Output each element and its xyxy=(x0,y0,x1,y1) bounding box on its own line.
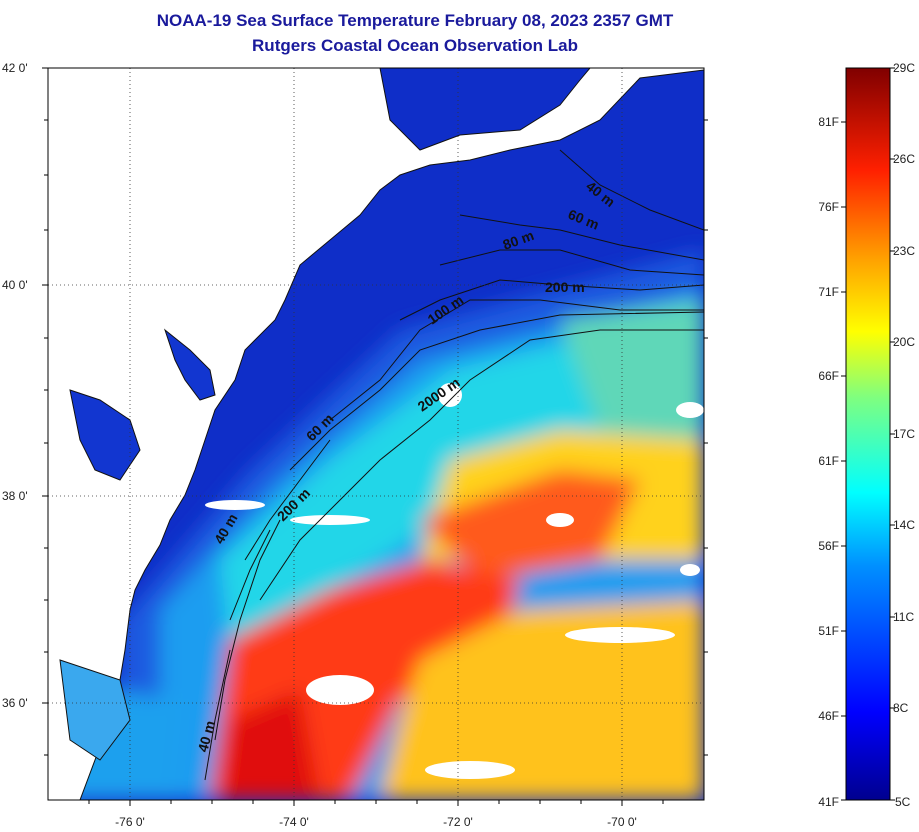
colorbar-f-41: 41F xyxy=(818,795,839,809)
lon-label-70: -70 0' xyxy=(607,815,637,829)
colorbar-f-81: 81F xyxy=(818,115,839,129)
colorbar-c-5: 5C xyxy=(895,795,911,809)
lat-label-42: 42 0' xyxy=(2,61,28,75)
colorbar-c-11: 11C xyxy=(893,610,914,624)
colorbar-f-66: 66F xyxy=(818,369,839,383)
map-title: NOAA-19 Sea Surface Temperature February… xyxy=(156,11,674,30)
lat-label-38: 38 0' xyxy=(2,489,28,503)
contour-label-200m-north: 200 m xyxy=(545,279,585,295)
colorbar-f-56: 56F xyxy=(818,539,839,553)
graticule xyxy=(48,68,704,800)
map-subtitle: Rutgers Coastal Ocean Observation Lab xyxy=(252,36,578,55)
colorbar-gradient xyxy=(845,67,891,801)
land-mass xyxy=(48,68,704,800)
lon-label-74: -74 0' xyxy=(279,815,309,829)
colorbar-c-23: 23C xyxy=(893,244,915,258)
contour-label-40m-south: 40 m xyxy=(194,719,218,754)
sst-field xyxy=(48,68,704,800)
lat-label-40: 40 0' xyxy=(2,278,28,292)
colorbar-f-61: 61F xyxy=(818,454,839,468)
colorbar-f-51: 51F xyxy=(818,624,839,638)
colorbar-c-8: 8C xyxy=(893,701,909,715)
lat-label-36: 36 0' xyxy=(2,696,28,710)
colorbar-c-29: 29C xyxy=(893,61,915,75)
lon-label-72: -72 0' xyxy=(443,815,473,829)
latitude-labels: 42 0' 40 0' 38 0' 36 0' xyxy=(2,61,28,710)
colorbar-f-76: 76F xyxy=(818,200,839,214)
colorbar-c-14: 14C xyxy=(893,518,915,532)
colorbar-c-20: 20C xyxy=(893,335,915,349)
colorbar-f-71: 71F xyxy=(818,285,839,299)
colorbar-c-17: 17C xyxy=(893,427,915,441)
colorbar-c-26: 26C xyxy=(893,152,915,166)
colorbar-f-46: 46F xyxy=(818,709,839,723)
longitude-labels: -76 0' -74 0' -72 0' -70 0' xyxy=(115,815,637,829)
temperature-colorbar: 29C 26C 23C 20C 17C 14C 11C 8C 5C 81F 76… xyxy=(818,61,915,809)
axis-ticks xyxy=(42,67,708,806)
lon-label-76: -76 0' xyxy=(115,815,145,829)
